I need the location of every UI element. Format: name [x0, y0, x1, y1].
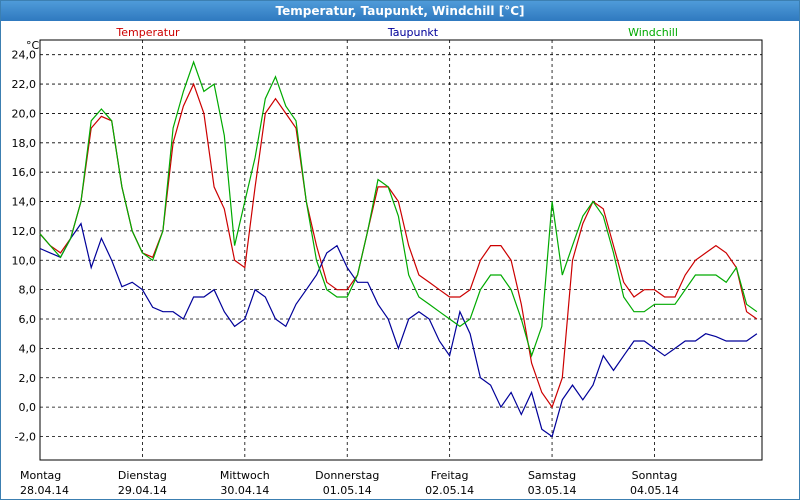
x-tick-date: 28.04.14	[20, 484, 69, 497]
series-lines	[39, 60, 758, 438]
x-tick-day: Sonntag	[632, 469, 678, 482]
legend-entry-windchill: Windchill	[628, 26, 678, 39]
y-tick-label: 14,0	[12, 196, 37, 209]
x-tick-date: 02.05.14	[425, 484, 474, 497]
plot-frame	[39, 39, 763, 461]
x-tick-day: Montag	[20, 469, 61, 482]
y-tick-label: 8,0	[19, 284, 37, 297]
y-tick-label: 16,0	[12, 166, 37, 179]
x-tick-day: Samstag	[528, 469, 576, 482]
series-line-taupunkt	[39, 222, 758, 438]
legend: Temperatur Taupunkt Windchill	[115, 26, 678, 39]
x-tick-day: Donnerstag	[315, 469, 379, 482]
x-tick-date: 03.05.14	[528, 484, 577, 497]
y-axis-label: °C	[26, 39, 40, 52]
window-title: Temperatur, Taupunkt, Windchill [°C]	[1, 1, 799, 21]
legend-entry-taupunkt: Taupunkt	[387, 26, 439, 39]
y-tick-label: 12,0	[12, 225, 37, 238]
y-tick-label: 0,0	[19, 401, 37, 414]
y-tick-label: 4,0	[19, 342, 37, 355]
y-tick-label: 18,0	[12, 137, 37, 150]
y-axis: 24,0 22,0 20,0 18,0 16,0 14,0 12,0 10,0 8,0 6,0 4,…	[12, 49, 37, 444]
series-line-windchill	[39, 60, 758, 358]
y-tick-label: 6,0	[19, 313, 37, 326]
x-tick-date: 29.04.14	[118, 484, 167, 497]
x-tick-date: 04.05.14	[630, 484, 679, 497]
legend-entry-temperatur: Temperatur	[115, 26, 180, 39]
x-axis: Montag 28.04.14 Dienstag 29.04.14 Mittwoch 30…	[20, 469, 679, 497]
x-tick-day: Dienstag	[118, 469, 167, 482]
series-line-temperatur	[39, 82, 758, 409]
x-tick-day: Mittwoch	[220, 469, 270, 482]
x-tick-date: 30.04.14	[220, 484, 269, 497]
x-tick-date: 01.05.14	[323, 484, 372, 497]
y-tick-label: 22,0	[12, 78, 37, 91]
y-tick-label: 24,0	[12, 49, 37, 62]
y-tick-label: 10,0	[12, 254, 37, 267]
y-tick-label: -2,0	[15, 431, 36, 444]
x-tick-day: Freitag	[431, 469, 469, 482]
y-tick-label: 20,0	[12, 107, 37, 120]
grid	[39, 39, 763, 461]
y-tick-label: 2,0	[19, 372, 37, 385]
